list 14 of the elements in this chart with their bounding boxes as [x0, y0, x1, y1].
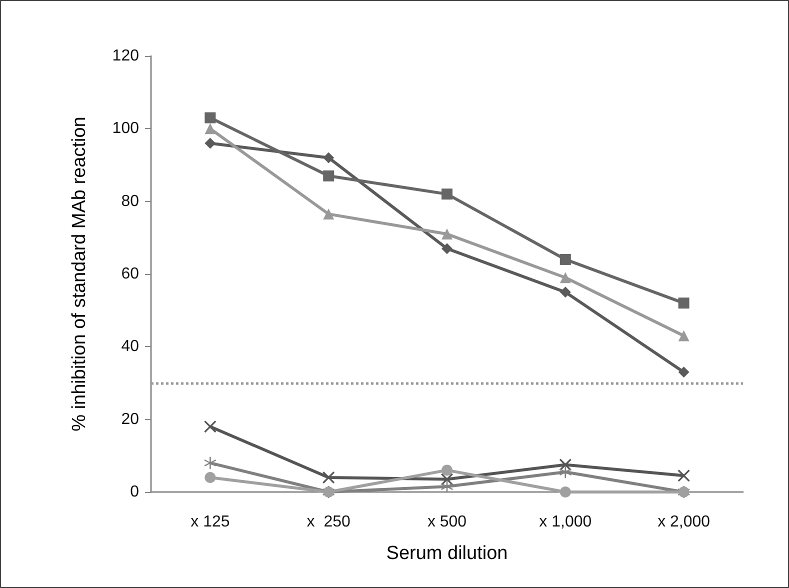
y-axis-title: % inhibition of standard MAb reaction [69, 116, 90, 432]
x-tick-label: x 500 [427, 514, 467, 530]
y-tick-label: 60 [121, 266, 140, 282]
x-tick-label: x 1,000 [539, 514, 592, 530]
y-tick-label: 40 [121, 338, 140, 356]
x-axis-title: Serum dilution [386, 543, 508, 564]
x-tick-label: x 125 [190, 514, 230, 530]
y-tick-label: 0 [130, 484, 140, 500]
x-tick-label: x 2,000 [658, 514, 710, 530]
y-tick-label: 20 [121, 410, 140, 428]
x-tick-label: x 250 [306, 514, 350, 530]
y-tick-label: 120 [112, 48, 140, 64]
y-tick-label: 100 [112, 120, 140, 138]
y-tick-label: 80 [121, 192, 140, 210]
